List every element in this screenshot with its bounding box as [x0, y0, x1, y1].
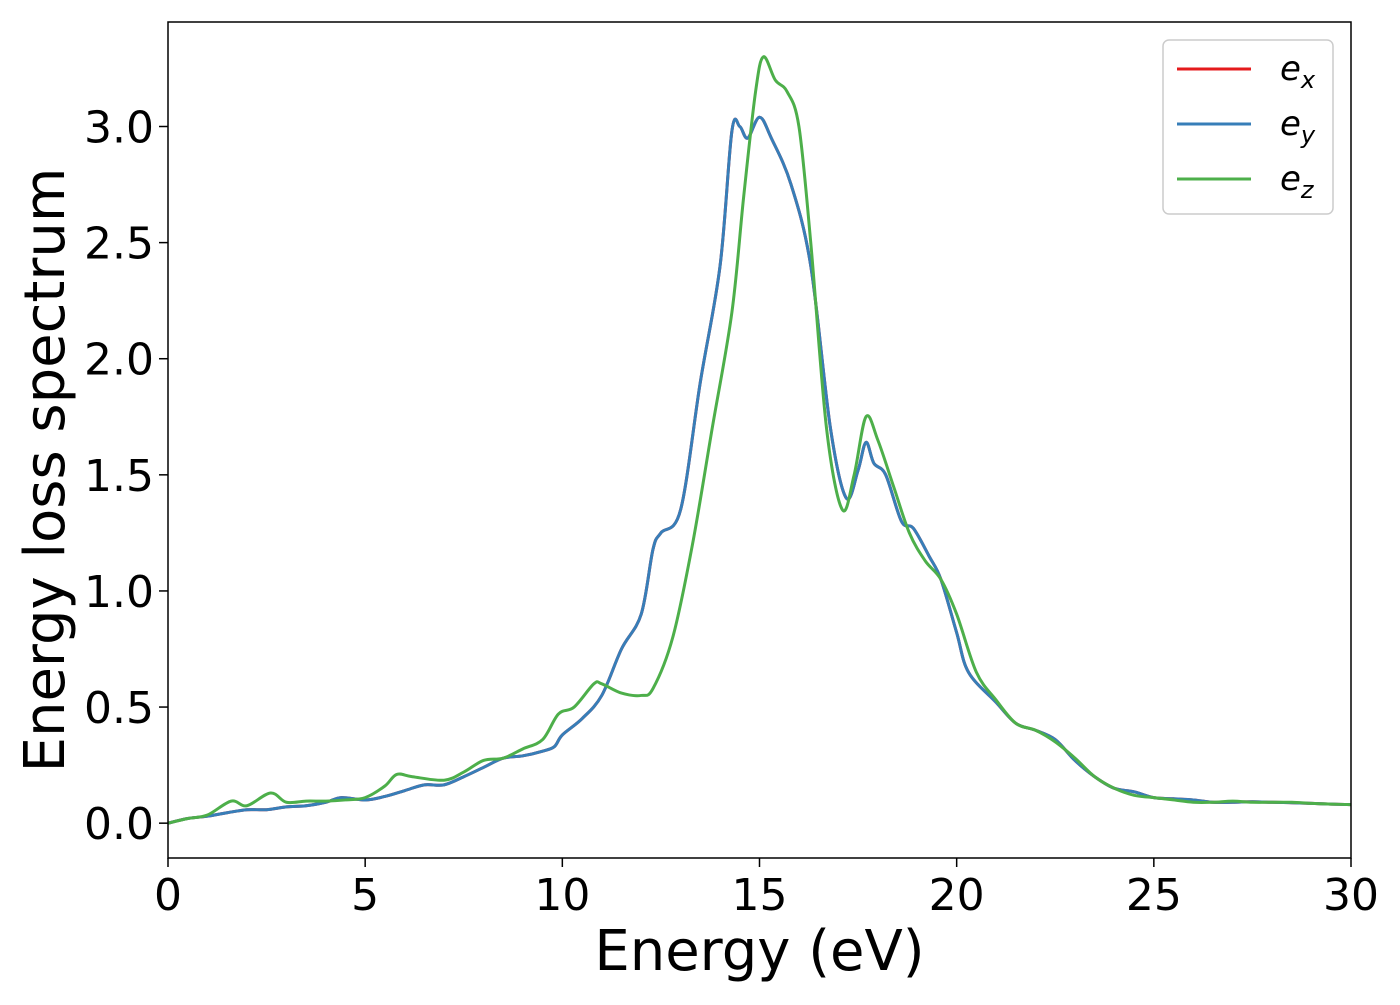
x-tick-label: 10 [534, 870, 590, 921]
x-tick-label: 30 [1323, 870, 1379, 921]
y-tick-label: 0.5 [84, 683, 154, 734]
series-line-ey [168, 115, 1351, 825]
x-tick-label: 20 [929, 870, 985, 921]
y-tick-label: 1.0 [84, 567, 154, 618]
legend: ex ey ez [1162, 39, 1334, 215]
y-tick-label: 2.5 [84, 219, 154, 270]
series-lines [168, 55, 1351, 825]
legend-label-ey: ey [1280, 104, 1316, 149]
y-tick-label: 2.0 [84, 335, 154, 386]
y-tick-label: 3.0 [84, 103, 154, 154]
x-axis-label: Energy (eV) [594, 919, 924, 984]
legend-label-ex: ex [1280, 49, 1316, 94]
y-tick-label: 1.5 [84, 451, 154, 502]
x-tick-label: 0 [154, 870, 182, 921]
series-line-ez [168, 55, 1351, 825]
x-tick-label: 25 [1126, 870, 1182, 921]
x-tick-label: 5 [351, 870, 379, 921]
y-tick-label: 0.0 [84, 799, 154, 850]
x-tick-label: 15 [732, 870, 788, 921]
legend-label-ez: ez [1280, 159, 1315, 204]
legend-box [1162, 39, 1334, 215]
series-line-ex [168, 115, 1351, 825]
y-axis-label: Energy loss spectrum [13, 168, 78, 773]
